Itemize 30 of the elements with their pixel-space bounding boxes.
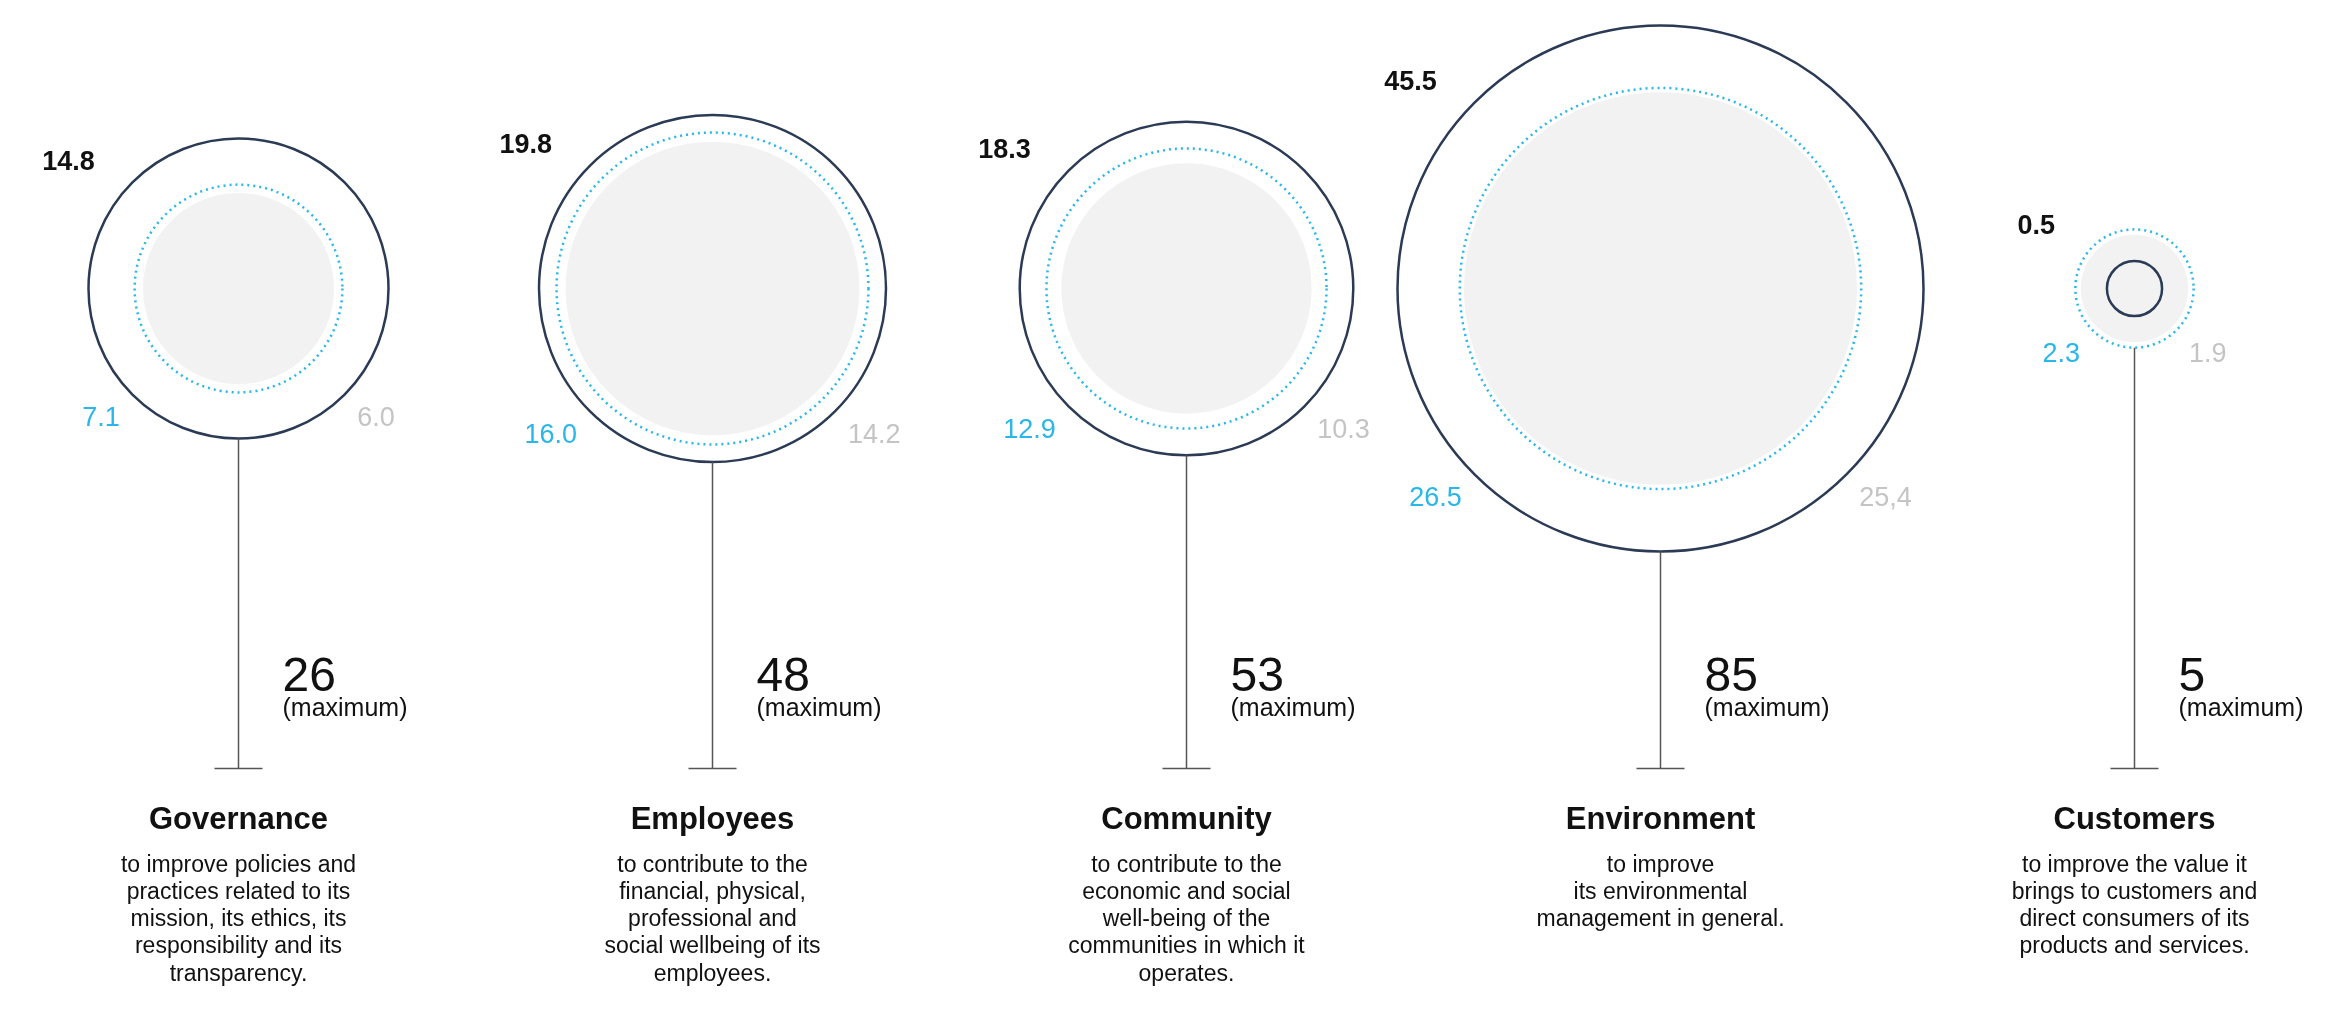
text: (maximum) [756,692,882,721]
data-label: 45.5 [1384,65,1437,96]
text: to improve policies and practices related to its mission, its ethics, its responsibility and its transparency. [120,850,357,986]
category-label: Environment [1565,800,1756,836]
data-label: 10.3 [1317,414,1370,445]
data-label: 16.0 [524,418,578,449]
text: to improve the value it brings to customers and direct consumers of its products and services. [2011,850,2258,959]
data-label: 1.9 [2189,338,2227,369]
category-label: Community [1101,800,1273,836]
category-label: Employees [630,800,795,836]
data-label: 14.8 [42,145,95,176]
data-label: 14.2 [847,418,901,449]
category-label: Customers [2053,800,2216,836]
data-label: 2.3 [2042,338,2080,369]
text: (maximum) [2178,692,2304,721]
data-label: 18.3 [978,133,1031,164]
text: to improve its environmental management in general. [1536,850,1785,932]
legend-label: (maximum) [282,692,408,721]
text: (maximum) [1704,692,1830,721]
data-label: 6.0 [357,402,395,433]
text: (maximum) [1230,692,1356,721]
data-label: 7.1 [82,402,120,433]
data-label: 12.9 [1003,414,1056,445]
category-label: Governance [148,800,329,836]
data-label: 0.5 [2017,209,2055,240]
data-label: 19.8 [499,129,553,160]
text: to contribute to the economic and social well-being of the communities in which it operates. [1068,850,1306,986]
text: to contribute to the financial, physical, professional and social wellbeing of its employees. [604,850,821,986]
data-label: 26.5 [1409,482,1462,513]
data-label: 25,4 [1859,482,1912,513]
